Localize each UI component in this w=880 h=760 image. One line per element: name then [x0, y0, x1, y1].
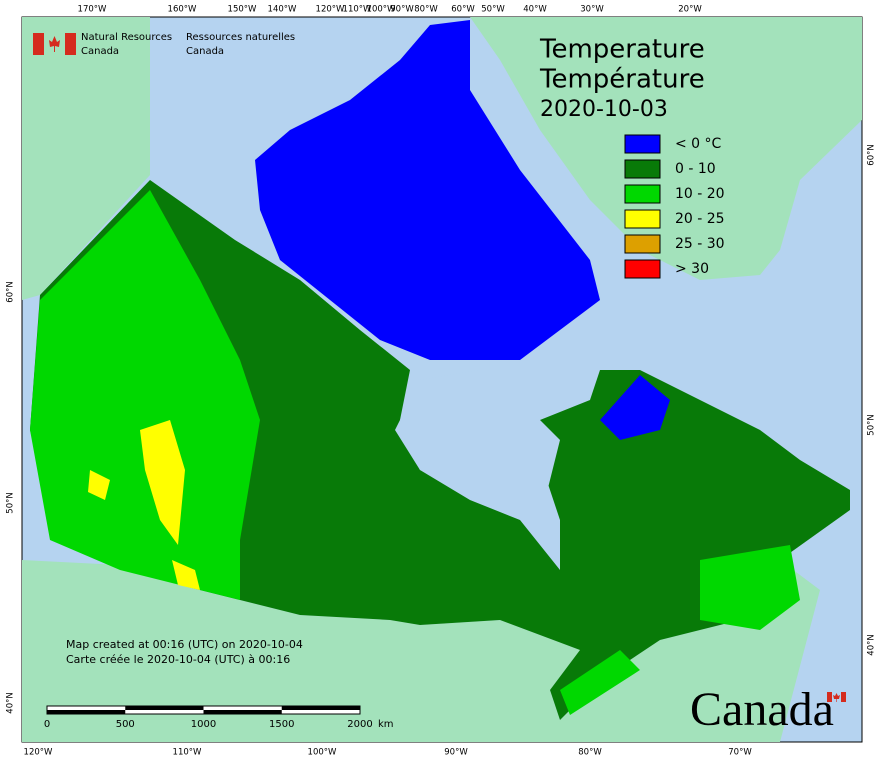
longitude-label: 40°W [523, 5, 547, 15]
latitude-label: 50°N [6, 492, 16, 513]
longitude-label: 110°W [173, 748, 202, 758]
maple-leaf [833, 693, 840, 702]
legend-label: 10 - 20 [675, 186, 725, 202]
longitude-label: 60°W [451, 5, 475, 15]
greenland [470, 17, 862, 280]
legend-swatch [624, 184, 661, 204]
scale-label: 0 [44, 719, 50, 730]
warm-region [30, 190, 260, 600]
title: Température [539, 65, 705, 95]
department-en: Natural Resources [81, 32, 172, 43]
longitude-label: 120°W [316, 5, 345, 15]
longitude-label: 80°W [414, 5, 438, 15]
hudson-bay [395, 370, 560, 500]
legend-swatch [624, 259, 661, 279]
note: Map created at 00:16 (UTC) on 2020-10-04 [66, 638, 303, 651]
longitude-label: 160°W [168, 5, 197, 15]
alaska [22, 17, 150, 300]
scale-unit: km [378, 719, 394, 730]
flag-bar [33, 33, 44, 55]
flag-bar [65, 33, 76, 55]
legend: < 0 °C 0 - 10 10 - 20 20 - 25 25 - 30 > 30 [624, 134, 725, 279]
longitude-label: 150°W [228, 5, 257, 15]
legend-swatch [624, 234, 661, 254]
department-en: Canada [81, 46, 119, 57]
legend-swatch [624, 209, 661, 229]
united-states [22, 560, 820, 742]
date: 2020-10-03 [540, 97, 668, 122]
latitude-label: 40°N [867, 634, 877, 655]
warm-east [560, 545, 800, 715]
department-fr: Ressources naturelles [186, 32, 295, 43]
maple-leaf [49, 36, 60, 52]
legend-swatch [624, 159, 661, 179]
latitude-label: 60°N [6, 281, 16, 302]
flag-bar [827, 692, 832, 702]
legend-label: 25 - 30 [675, 236, 725, 252]
department-fr: Canada [186, 46, 224, 57]
cold-region [255, 20, 670, 440]
longitude-label: 90°W [390, 5, 414, 15]
legend-label: 0 - 10 [675, 161, 716, 177]
longitude-label: 80°W [578, 748, 602, 758]
legend-label: > 30 [675, 261, 709, 277]
latitude-label: 40°N [6, 692, 16, 713]
longitude-label: 100°W [367, 5, 396, 15]
scale-segment [203, 710, 282, 714]
longitude-label: 100°W [308, 748, 337, 758]
legend-swatch [624, 134, 661, 154]
longitude-label: 50°W [481, 5, 505, 15]
title: Temperature [539, 35, 705, 65]
legend-label: < 0 °C [675, 136, 722, 152]
note: Carte créée le 2020-10-04 (UTC) à 00:16 [66, 653, 290, 666]
scale-label: 500 [116, 719, 135, 730]
scale-segment [281, 706, 360, 710]
flag-bar [841, 692, 846, 702]
hot-region [88, 420, 200, 590]
scale-label: 2000 [347, 719, 372, 730]
longitude-label: 140°W [268, 5, 297, 15]
scale-bar: 0 500 1000 1500 2000 km [44, 705, 394, 730]
longitude-label: 30°W [580, 5, 604, 15]
scale-segment [47, 710, 126, 714]
scale-label: 1500 [269, 719, 294, 730]
legend-label: 20 - 25 [675, 211, 725, 227]
latitude-label: 60°N [867, 144, 877, 165]
longitude-label: 70°W [728, 748, 752, 758]
scale-label: 1000 [191, 719, 216, 730]
scale-segment [125, 706, 204, 710]
longitude-label: 110°W [343, 5, 372, 15]
wordmark: Canada [690, 683, 834, 736]
longitude-label: 90°W [444, 748, 468, 758]
longitude-label: 170°W [78, 5, 107, 15]
longitude-label: 20°W [678, 5, 702, 15]
latitude-label: 50°N [867, 414, 877, 435]
longitude-label: 120°W [24, 748, 53, 758]
